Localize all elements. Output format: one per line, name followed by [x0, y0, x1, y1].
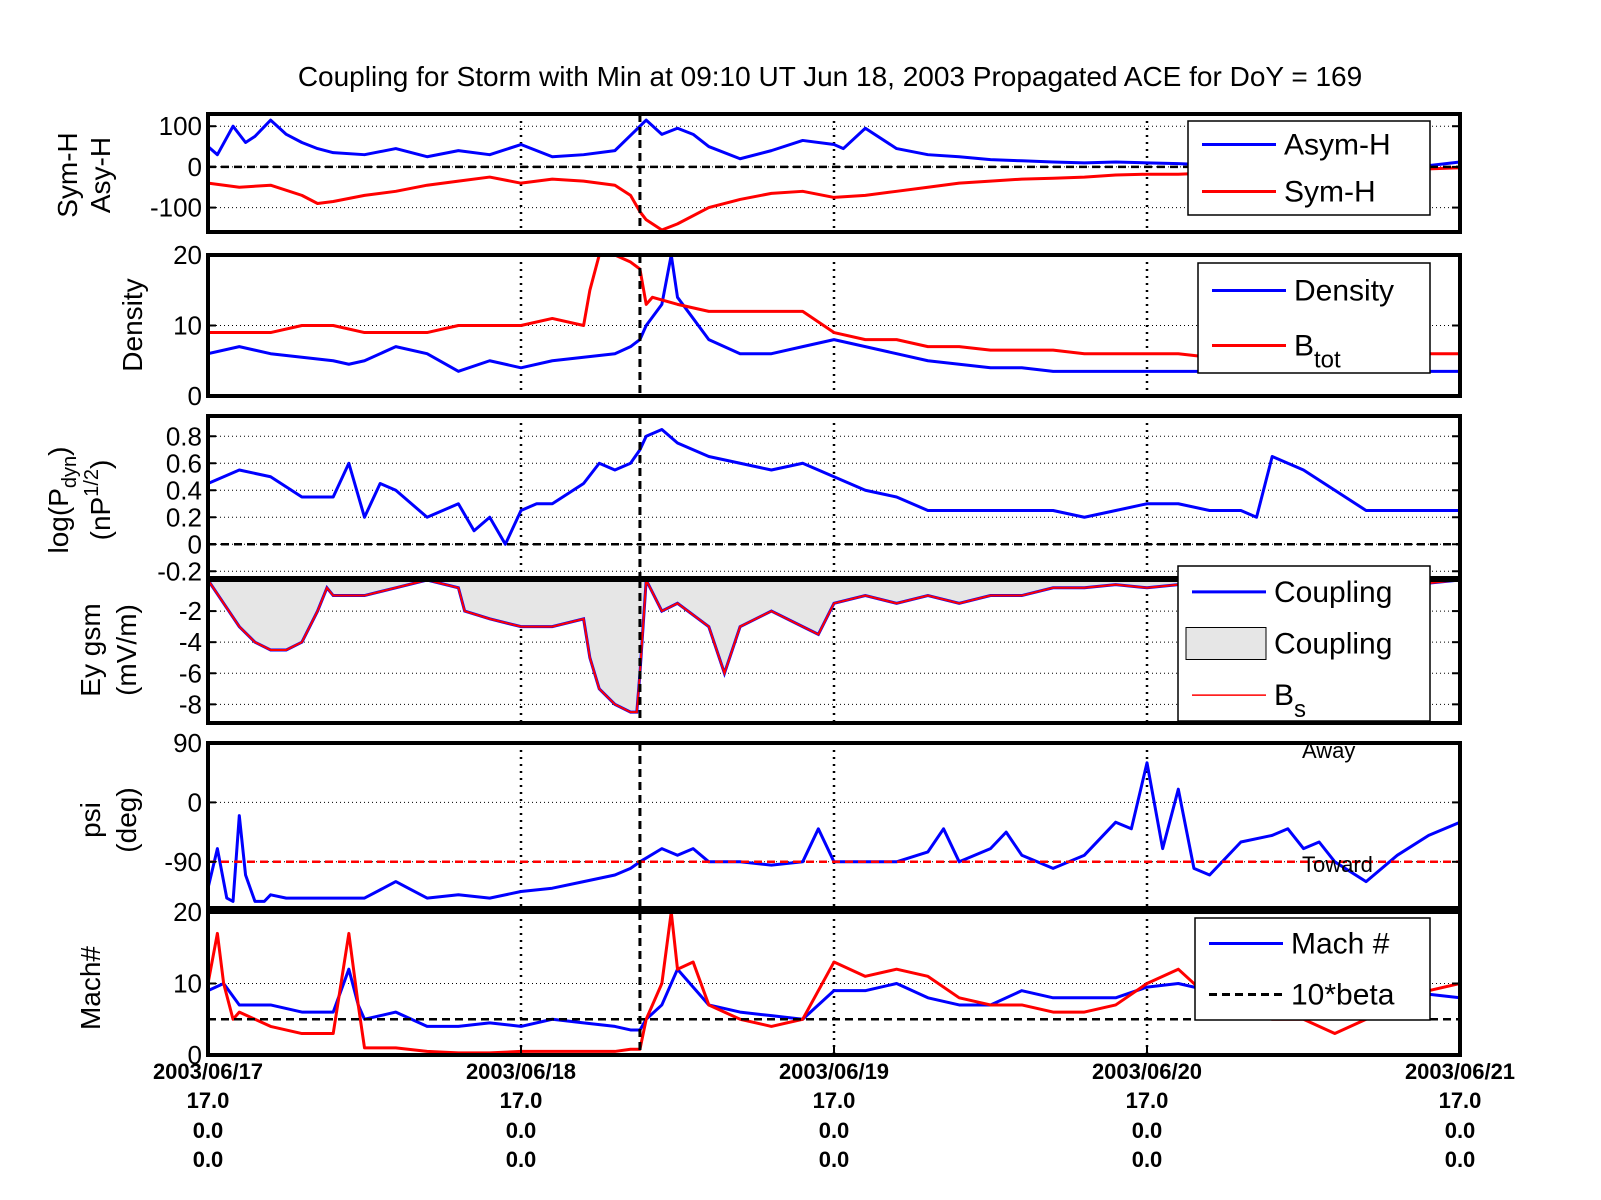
legend-label: Asym-H — [1284, 129, 1391, 162]
x-tick-value: 0.0 — [1132, 1118, 1163, 1143]
panel-frame — [206, 112, 1462, 234]
y-axis-label: (deg) — [111, 787, 142, 852]
x-tick-value: 17.0 — [813, 1088, 856, 1113]
panel-pdyn: -0.200.20.40.60.8 log(Pdyn)(nP1/2) — [43, 414, 1462, 586]
y-tick-label: 0.8 — [166, 421, 202, 451]
series-line-pdyn-0 — [208, 428, 1460, 546]
y-tick-label: -8 — [179, 689, 202, 719]
panel-frame — [206, 414, 1462, 580]
y-tick-label: -0.2 — [157, 556, 202, 586]
panel-mach: 0 10 20 Mach# Mach # 10*beta — [75, 897, 1462, 1070]
y-tick-label: 0 — [188, 787, 202, 817]
annotation-away: Away — [1302, 738, 1355, 763]
coupling-fill — [208, 580, 1460, 713]
y-axis-label: Asy-H — [85, 137, 116, 213]
y-axis-label: (mV/m) — [111, 604, 142, 696]
x-tick-date: 2003/06/21 — [1405, 1059, 1515, 1084]
y-tick-label: -2 — [179, 596, 202, 626]
y-tick-label: 10 — [173, 311, 202, 341]
x-tick-date: 2003/06/17 — [153, 1059, 263, 1084]
y-tick-label: 0.2 — [166, 502, 202, 532]
legend-label: Sym-H — [1284, 176, 1376, 209]
x-tick-value: 0.0 — [1132, 1147, 1163, 1172]
figure-title: Coupling for Storm with Min at 09:10 UT … — [298, 61, 1362, 92]
y-tick-label: 0 — [188, 381, 202, 411]
y-tick-label: 90 — [173, 728, 202, 758]
y-axis-label: Ey gsm — [75, 603, 106, 696]
panel-frame — [206, 741, 1462, 910]
x-tick-date: 2003/06/19 — [779, 1059, 889, 1084]
x-tick-labels: 2003/06/17 17.0 0.0 0.0 2003/06/18 17.0 0.0 0.0… — [153, 1047, 1515, 1172]
y-tick-label: 20 — [173, 897, 202, 927]
x-tick-value: 0.0 — [506, 1147, 537, 1172]
panel-frame — [206, 578, 1462, 725]
legend-label: 10*beta — [1291, 979, 1395, 1012]
x-tick-value: 17.0 — [500, 1088, 543, 1113]
plot-area — [208, 761, 1460, 903]
y-axis-label: log(Pdyn) — [43, 447, 81, 554]
x-tick-value: 0.0 — [506, 1118, 537, 1143]
series-line-mach-1 — [208, 912, 1460, 1055]
x-tick-value: 0.0 — [819, 1147, 850, 1172]
y-tick-label: 20 — [173, 240, 202, 270]
legend-symh: Asym-H Sym-H — [1187, 120, 1431, 216]
legend-label: Coupling — [1274, 576, 1392, 609]
legend-label: Density — [1294, 275, 1394, 308]
x-tick-date: 2003/06/18 — [466, 1059, 576, 1084]
legend-mach: Mach # 10*beta — [1194, 917, 1431, 1021]
y-axis-label: Sym-H — [52, 132, 83, 218]
legend-box — [1187, 120, 1431, 216]
x-tick-value: 0.0 — [1445, 1147, 1476, 1172]
panel-psi: -90 0 90 psi (deg) Away Toward — [75, 728, 1462, 910]
annotation-toward: Toward — [1302, 852, 1373, 877]
legend-box — [1194, 917, 1431, 1021]
y-tick-label: 0 — [188, 529, 202, 559]
series-line-psi-0 — [208, 761, 1460, 903]
y-axis-label: psi — [75, 802, 106, 838]
legend-label: Coupling — [1274, 628, 1392, 661]
y-tick-label: 10 — [173, 969, 202, 999]
x-tick-date: 2003/06/20 — [1092, 1059, 1202, 1084]
legend-label: Mach # — [1291, 928, 1390, 961]
y-tick-label: -90 — [164, 847, 202, 877]
x-tick-value: 0.0 — [1445, 1118, 1476, 1143]
y-axis-label: (nP1/2) — [81, 460, 116, 541]
y-axis-label: Density — [117, 278, 148, 371]
y-tick-label: 100 — [159, 111, 202, 141]
y-tick-label: -4 — [179, 627, 202, 657]
y-tick-label: 0.6 — [166, 448, 202, 478]
legend-box — [1197, 262, 1431, 374]
x-tick-value: 17.0 — [187, 1088, 230, 1113]
plot-area — [208, 428, 1460, 546]
x-tick-value: 0.0 — [819, 1118, 850, 1143]
y-tick-label: -6 — [179, 658, 202, 688]
y-axis-label: Mach# — [75, 946, 106, 1030]
x-tick-value: 17.0 — [1126, 1088, 1169, 1113]
y-tick-label: -100 — [150, 193, 202, 223]
x-tick-value: 17.0 — [1439, 1088, 1482, 1113]
legend-swatch — [1185, 627, 1267, 660]
y-tick-label: 0.4 — [166, 475, 202, 505]
x-tick-value: 0.0 — [193, 1118, 224, 1143]
y-tick-label: 0 — [188, 152, 202, 182]
x-tick-value: 0.0 — [193, 1147, 224, 1172]
y-tick-label: 0 — [188, 1040, 202, 1070]
